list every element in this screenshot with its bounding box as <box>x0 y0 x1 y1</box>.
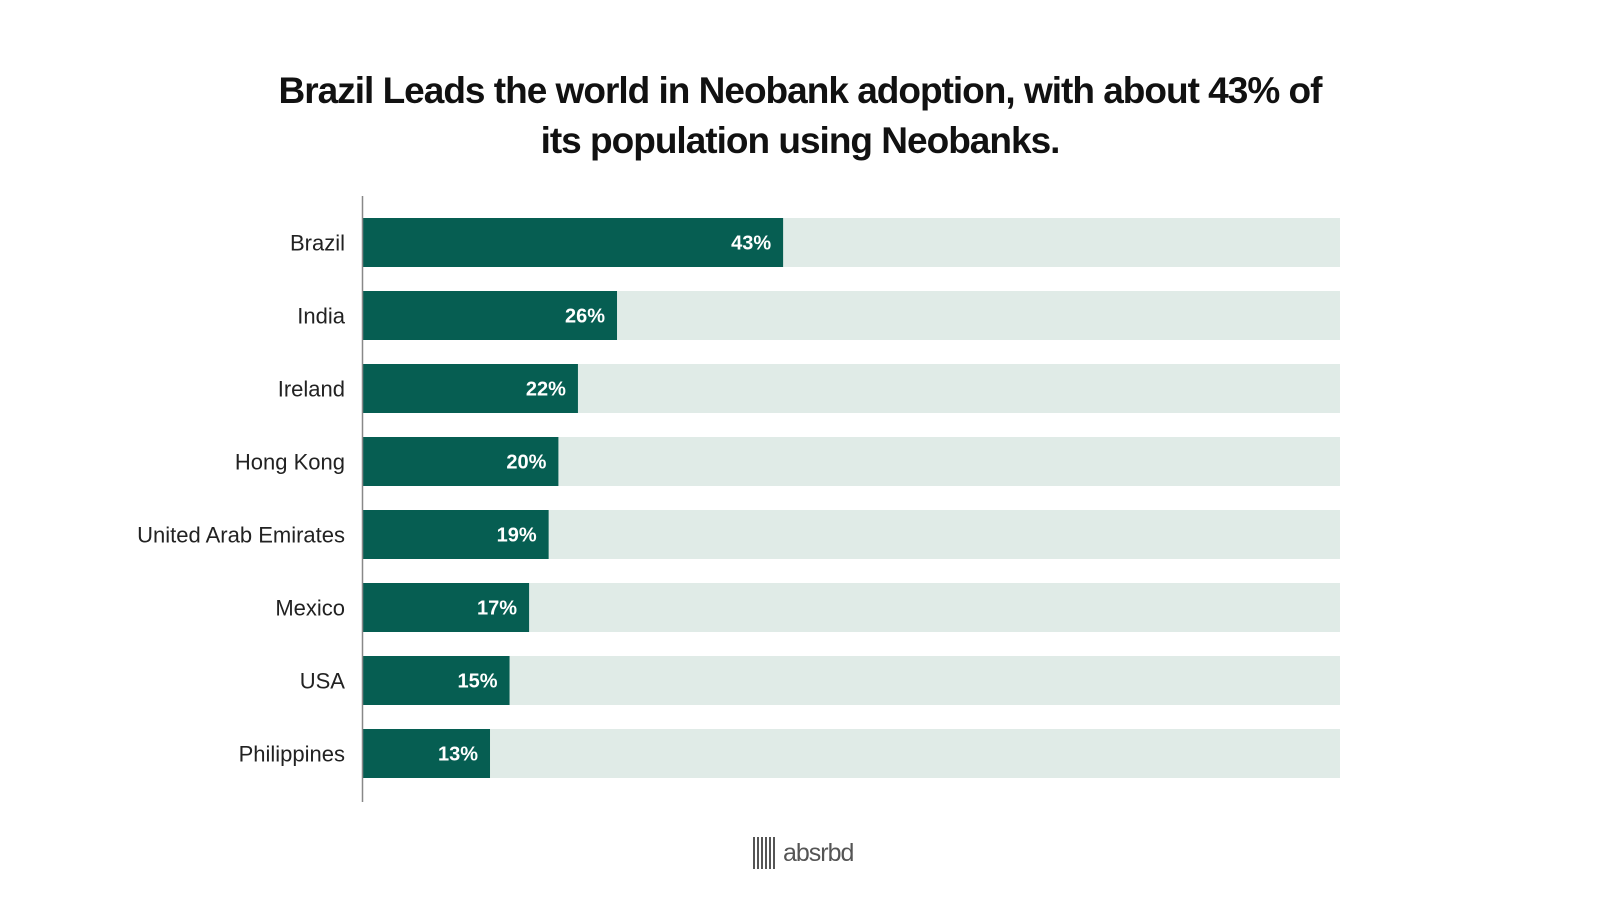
barcode-icon <box>753 837 775 869</box>
value-label-usa: 15% <box>458 671 498 693</box>
bar-india <box>363 291 618 340</box>
bar-mexico <box>363 583 530 632</box>
chart-title-line-2: its population using Neobanks. <box>540 120 1061 161</box>
value-label-india: 26% <box>565 306 605 328</box>
value-label-philippines: 13% <box>438 744 478 766</box>
chart-title: Brazil Leads the world in Neobank adopti… <box>200 66 1400 166</box>
brand-name: absrbd <box>783 838 854 867</box>
value-label-ireland: 22% <box>526 379 566 401</box>
value-label-mexico: 17% <box>477 598 517 620</box>
category-label-brazil: Brazil <box>290 231 345 256</box>
category-label-usa: USA <box>300 669 346 694</box>
bar-philippines <box>363 729 491 778</box>
bar-brazil <box>363 218 784 267</box>
bar-track-usa <box>363 656 1340 705</box>
category-label-india: India <box>297 304 345 329</box>
value-label-united-arab-emirates: 19% <box>497 525 537 547</box>
bar-ireland <box>363 364 578 413</box>
bar-hong-kong <box>363 437 559 486</box>
category-label-mexico: Mexico <box>275 596 345 621</box>
brand-logo: absrbd <box>753 836 854 870</box>
bar-track-philippines <box>363 729 1340 778</box>
category-label-philippines: Philippines <box>239 742 345 767</box>
bar-chart: 43% Brazil 26% India 22% Ireland 20% Hong Kong 1… <box>137 196 1340 802</box>
value-label-hong-kong: 20% <box>506 452 546 474</box>
category-label-united-arab-emirates: United Arab Emirates <box>137 523 345 548</box>
chart-title-line-1: Brazil Leads the world in Neobank adopti… <box>278 70 1323 111</box>
value-label-brazil: 43% <box>731 233 771 255</box>
bar-united-arab-emirates <box>363 510 549 559</box>
bar-usa <box>363 656 510 705</box>
category-label-ireland: Ireland <box>278 377 345 402</box>
category-label-hong-kong: Hong Kong <box>235 450 345 475</box>
